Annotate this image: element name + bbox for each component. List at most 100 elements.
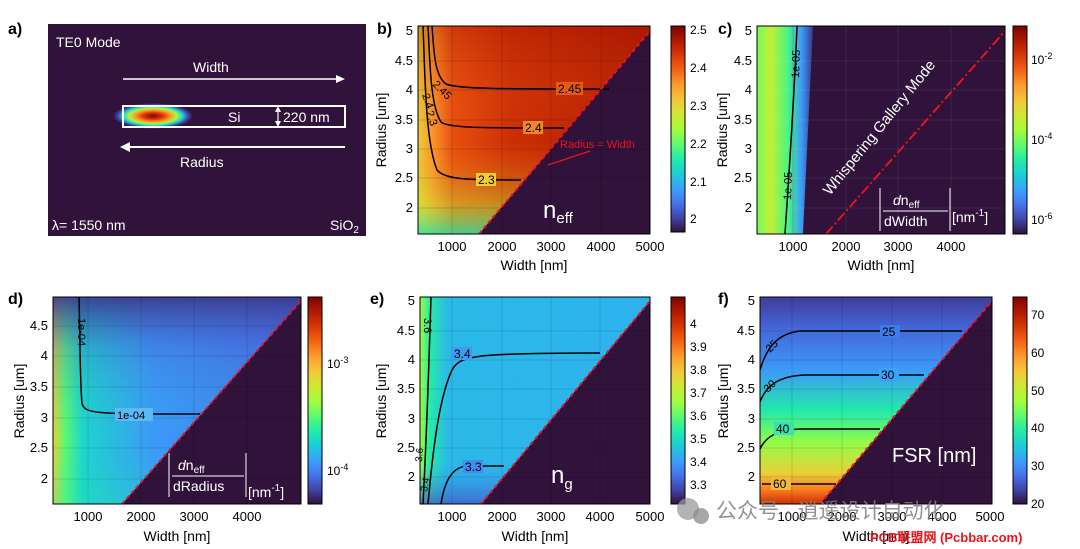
panel-b-contour-label-2-45: 2.45 bbox=[558, 82, 582, 96]
panel-f-colorbar-tick: 50 bbox=[1031, 384, 1045, 398]
panel-d-plot: 1e-04 1e-04 dneff dRadius [nm-1] bbox=[52, 296, 302, 505]
panel-e-colorbar: 3.3 3.4 3.5 3.6 3.7 3.8 3.9 4 bbox=[670, 296, 707, 505]
panel-c-cbar-exp: -4 bbox=[1044, 131, 1052, 141]
panel-b-xticks: 1000 2000 3000 4000 5000 bbox=[438, 239, 665, 254]
panel-f-xticks: 1000 2000 3000 4000 5000 bbox=[778, 509, 1005, 524]
panel-e-colorbar-tick: 3.7 bbox=[690, 386, 707, 400]
panel-c-cbar-exp: -6 bbox=[1044, 211, 1052, 221]
panel-e-ng: e) 3.6 3.4 3.3 3.4 3.6 bbox=[370, 291, 707, 544]
panel-f-ytick: 3.5 bbox=[737, 381, 755, 396]
panel-d-colorbar-tick: 10-4 bbox=[327, 462, 348, 478]
mode-profile-background bbox=[48, 24, 366, 236]
panel-b-xtick: 5000 bbox=[636, 239, 665, 254]
panel-c-label: c) bbox=[718, 21, 732, 38]
radius-arrow-head bbox=[120, 142, 130, 152]
panel-c-ytick: 3 bbox=[745, 141, 752, 156]
panel-c-ylabel: Radius [um] bbox=[714, 93, 730, 168]
panel-e-ytick: 2.5 bbox=[397, 440, 415, 455]
panel-f-plot: 25 30 40 60 25 30 FSR [nm] bbox=[759, 296, 993, 505]
panel-c-cbar-base: 10 bbox=[1031, 213, 1045, 227]
panel-d-cbar-exp: -4 bbox=[340, 462, 348, 472]
panel-d-colorbar: 10-4 10-3 bbox=[307, 296, 348, 505]
panel-b-contour-2-45 bbox=[431, 25, 610, 90]
panel-b-colorbar-tick: 2.3 bbox=[690, 99, 707, 113]
panel-b-colorbar-frame bbox=[670, 25, 686, 233]
panel-f-ytick: 2 bbox=[748, 469, 755, 484]
panel-d-ytick: 2.5 bbox=[30, 440, 48, 455]
panel-b-contour-2-4 bbox=[427, 25, 565, 129]
panel-e-colorbar-tick: 3.8 bbox=[690, 363, 707, 377]
panel-d-colorbar-frame bbox=[307, 296, 323, 505]
panel-d-ylabel: Radius [um] bbox=[11, 364, 27, 439]
panel-f-xlabel: Width [nm] bbox=[843, 528, 910, 544]
panel-f-xtick: 1000 bbox=[778, 509, 807, 524]
panel-b-ylabel: Radius [um] bbox=[373, 93, 389, 168]
panel-f-colorbar: 20 30 40 50 60 70 bbox=[1012, 296, 1045, 511]
panel-f-frame bbox=[759, 296, 993, 505]
panel-c-quantity-numerator: dneff bbox=[893, 192, 920, 211]
panel-e-contour-3-4 bbox=[427, 352, 601, 505]
panel-f-colorbar-tick: 30 bbox=[1031, 459, 1045, 473]
panel-c-colorbar-tick: 10-6 bbox=[1031, 211, 1052, 227]
thickness-arrow-head-top bbox=[275, 106, 281, 112]
panel-c-yticks: 2 2.5 3 3.5 4 4.5 5 bbox=[734, 23, 752, 215]
panel-d-quantity-subscript: eff bbox=[194, 465, 205, 476]
panel-e-frame bbox=[419, 296, 651, 505]
panel-c-cbar-exp: -2 bbox=[1044, 51, 1052, 61]
panel-c-unit: [nm-1] bbox=[952, 208, 988, 225]
wechat-icon-bubble-small bbox=[693, 508, 709, 524]
mode-title: TE0 Mode bbox=[56, 34, 121, 50]
panel-e-contour-3-6 bbox=[422, 296, 432, 505]
panel-e-plot: 3.6 3.4 3.3 3.4 3.6 ng bbox=[414, 296, 651, 505]
panel-d-label: d) bbox=[8, 291, 23, 308]
panel-f-ytick: 4 bbox=[748, 352, 755, 367]
panel-c-xtick: 4000 bbox=[937, 239, 966, 254]
panel-e-ylabel: Radius [um] bbox=[373, 364, 389, 439]
panel-e-colorbar-tick: 4 bbox=[690, 317, 697, 331]
panel-c-dneff-dwidth: c) 1e-05 1e-05 Whispering Gallery Mode d… bbox=[714, 21, 1052, 273]
panel-f-contour-25 bbox=[759, 330, 962, 371]
panel-e-contour-label-v-3-6: 3.6 bbox=[414, 447, 426, 462]
panel-b-neff: b) 2.3 2.4 2.45 2.3 bbox=[373, 21, 707, 273]
panel-f-colorbar-frame bbox=[1012, 296, 1028, 505]
panel-e-ytick: 4 bbox=[408, 352, 415, 367]
panel-c-contour-label-1e-05: 1e-05 bbox=[782, 172, 795, 201]
panel-c-cbar-base: 10 bbox=[1031, 53, 1045, 67]
panel-c-quantity-denominator: dWidth bbox=[884, 213, 928, 229]
panel-d-ytick: 3.5 bbox=[30, 379, 48, 394]
panel-b-colorbar-tick: 2.1 bbox=[690, 175, 707, 189]
panel-e-colorbar-frame bbox=[670, 296, 686, 505]
panel-e-quantity: ng bbox=[551, 462, 573, 493]
panel-f-xtick: 5000 bbox=[976, 509, 1005, 524]
panel-d-quantity-prefix: d bbox=[178, 457, 187, 473]
panel-b-quantity: neff bbox=[543, 197, 574, 227]
panel-c-xtick: 1000 bbox=[779, 239, 808, 254]
panel-c-heatmap bbox=[757, 26, 813, 234]
panel-c-plot: 1e-05 1e-05 Whispering Gallery Mode dnef… bbox=[756, 25, 1006, 235]
panel-d-frame bbox=[52, 296, 302, 505]
panel-f-diagonal bbox=[819, 300, 993, 505]
panel-b-contour-label-v-2-3: 2.3 bbox=[423, 109, 439, 127]
panel-b-ytick: 3.5 bbox=[395, 112, 413, 127]
panel-c-xtick: 3000 bbox=[884, 239, 913, 254]
panel-e-xtick: 3000 bbox=[537, 509, 566, 524]
panel-c-ytick: 2 bbox=[745, 200, 752, 215]
panel-f-quantity: FSR [nm] bbox=[892, 445, 976, 467]
panel-b-diagonal bbox=[478, 30, 651, 235]
panel-c-ytick: 2.5 bbox=[734, 170, 752, 185]
panel-e-colorbar-tick: 3.9 bbox=[690, 340, 707, 354]
panel-e-colorbar-tick: 3.3 bbox=[690, 478, 707, 492]
panel-e-label: e) bbox=[370, 291, 384, 308]
panel-c-colorbar: 10-6 10-4 10-2 bbox=[1012, 25, 1052, 235]
panel-d-dneff-dradius: d) 1e-04 1e-04 dneff dRadius bbox=[8, 291, 348, 544]
panel-b-contour-label-2-3: 2.3 bbox=[478, 173, 495, 187]
panel-b-contour-label-v-2-4: 2.4 bbox=[419, 92, 436, 110]
panel-f-contour-label-40: 40 bbox=[776, 422, 790, 436]
panel-f-ytick: 3 bbox=[748, 411, 755, 426]
panel-d-xtick: 3000 bbox=[180, 509, 209, 524]
panel-d-contour-label-bg bbox=[115, 408, 153, 421]
panel-b-xtick: 2000 bbox=[488, 239, 517, 254]
panel-c-cbar-base: 10 bbox=[1031, 133, 1045, 147]
panel-d-contour-label-1e-04: 1e-04 bbox=[75, 318, 87, 346]
panel-a-label: a) bbox=[8, 21, 22, 38]
